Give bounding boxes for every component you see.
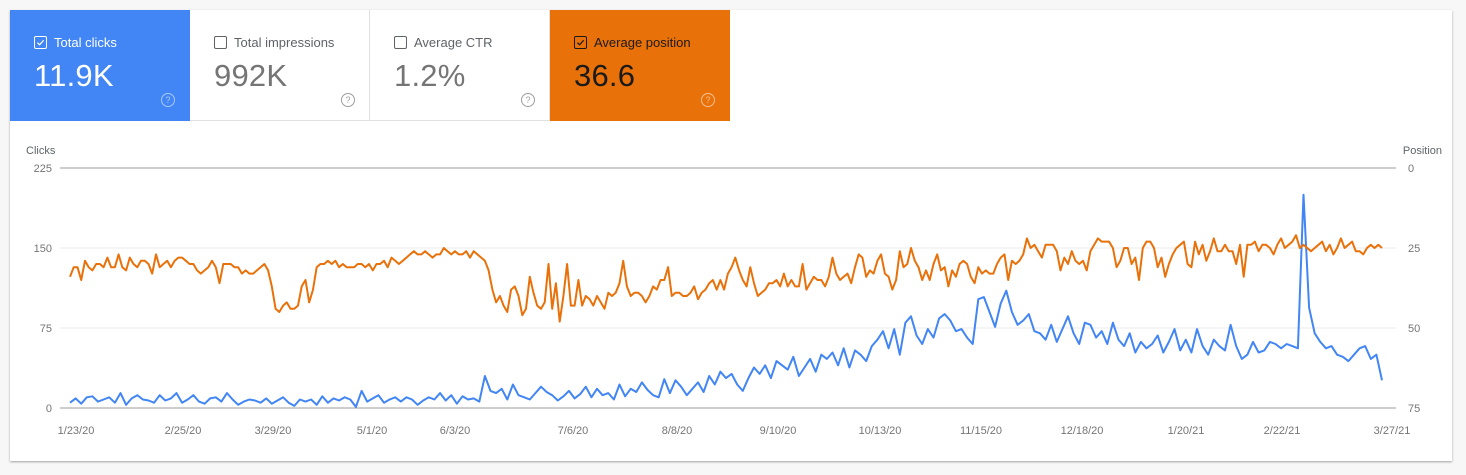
metric-tile-average-ctr[interactable]: Average CTR 1.2% ? [370, 10, 550, 121]
performance-line-chart[interactable]: 0 75 150 225 75 50 25 0 1/23/20 2/25/20 3/29/20 5/1… [10, 10, 1452, 461]
left-axis-tick: 0 [46, 403, 52, 415]
checkbox-unchecked-icon[interactable] [394, 36, 407, 49]
right-axis-tick: 25 [1408, 243, 1420, 255]
metric-label: Total impressions [234, 35, 335, 50]
metric-value: 36.6 [574, 58, 636, 93]
left-axis-tick: 150 [34, 243, 52, 255]
x-axis-tick: 1/23/20 [58, 425, 95, 437]
metric-header: Average CTR [394, 35, 493, 50]
x-axis-tick: 8/8/20 [662, 425, 693, 437]
left-axis-title: Clicks [26, 145, 56, 157]
x-axis-tick: 6/3/20 [440, 425, 471, 437]
x-axis-tick: 9/10/20 [760, 425, 797, 437]
metric-label: Average position [594, 35, 691, 50]
right-axis-title: Position [1402, 145, 1442, 157]
x-axis-tick: 2/22/21 [1264, 425, 1301, 437]
x-axis-tick: 3/29/20 [255, 425, 292, 437]
x-axis-tick: 7/6/20 [558, 425, 589, 437]
right-axis-tick: 75 [1408, 403, 1420, 415]
checkbox-checked-icon[interactable] [574, 36, 587, 49]
help-circle-icon[interactable]: ? [521, 93, 535, 107]
metric-value: 992K [214, 58, 288, 93]
help-circle-icon[interactable]: ? [701, 93, 715, 107]
metric-header: Total clicks [34, 35, 117, 50]
clicks-line [69, 193, 1383, 408]
x-axis-tick: 11/15/20 [960, 425, 1002, 437]
right-axis-tick: 50 [1408, 323, 1420, 335]
help-circle-icon[interactable]: ? [341, 93, 355, 107]
metric-value: 1.2% [394, 58, 466, 93]
metric-tile-total-clicks[interactable]: Total clicks 11.9K ? [10, 10, 190, 121]
metric-value: 11.9K [34, 58, 114, 93]
metric-label: Total clicks [54, 35, 117, 50]
position-line [69, 234, 1383, 323]
metric-tile-total-impressions[interactable]: Total impressions 992K ? [190, 10, 370, 121]
x-axis-tick: 3/27/21 [1374, 425, 1411, 437]
left-axis-tick: 75 [40, 323, 52, 335]
metric-tile-average-position[interactable]: Average position 36.6 ? [550, 10, 730, 121]
metric-header: Average position [574, 35, 691, 50]
x-axis-tick: 1/20/21 [1168, 425, 1205, 437]
right-axis-tick: 0 [1408, 163, 1414, 175]
checkbox-unchecked-icon[interactable] [214, 36, 227, 49]
x-axis-tick: 5/1/20 [357, 425, 388, 437]
x-axis-tick: 12/18/20 [1061, 425, 1104, 437]
x-axis-tick: 10/13/20 [859, 425, 902, 437]
x-axis-tick: 2/25/20 [165, 425, 202, 437]
performance-card: Total clicks 11.9K ? Total impressions 9… [10, 10, 1452, 461]
help-circle-icon[interactable]: ? [161, 93, 175, 107]
left-axis-tick: 225 [34, 163, 52, 175]
metric-tiles: Total clicks 11.9K ? Total impressions 9… [10, 10, 730, 121]
metric-label: Average CTR [414, 35, 493, 50]
checkbox-checked-icon[interactable] [34, 36, 47, 49]
metric-header: Total impressions [214, 35, 334, 50]
